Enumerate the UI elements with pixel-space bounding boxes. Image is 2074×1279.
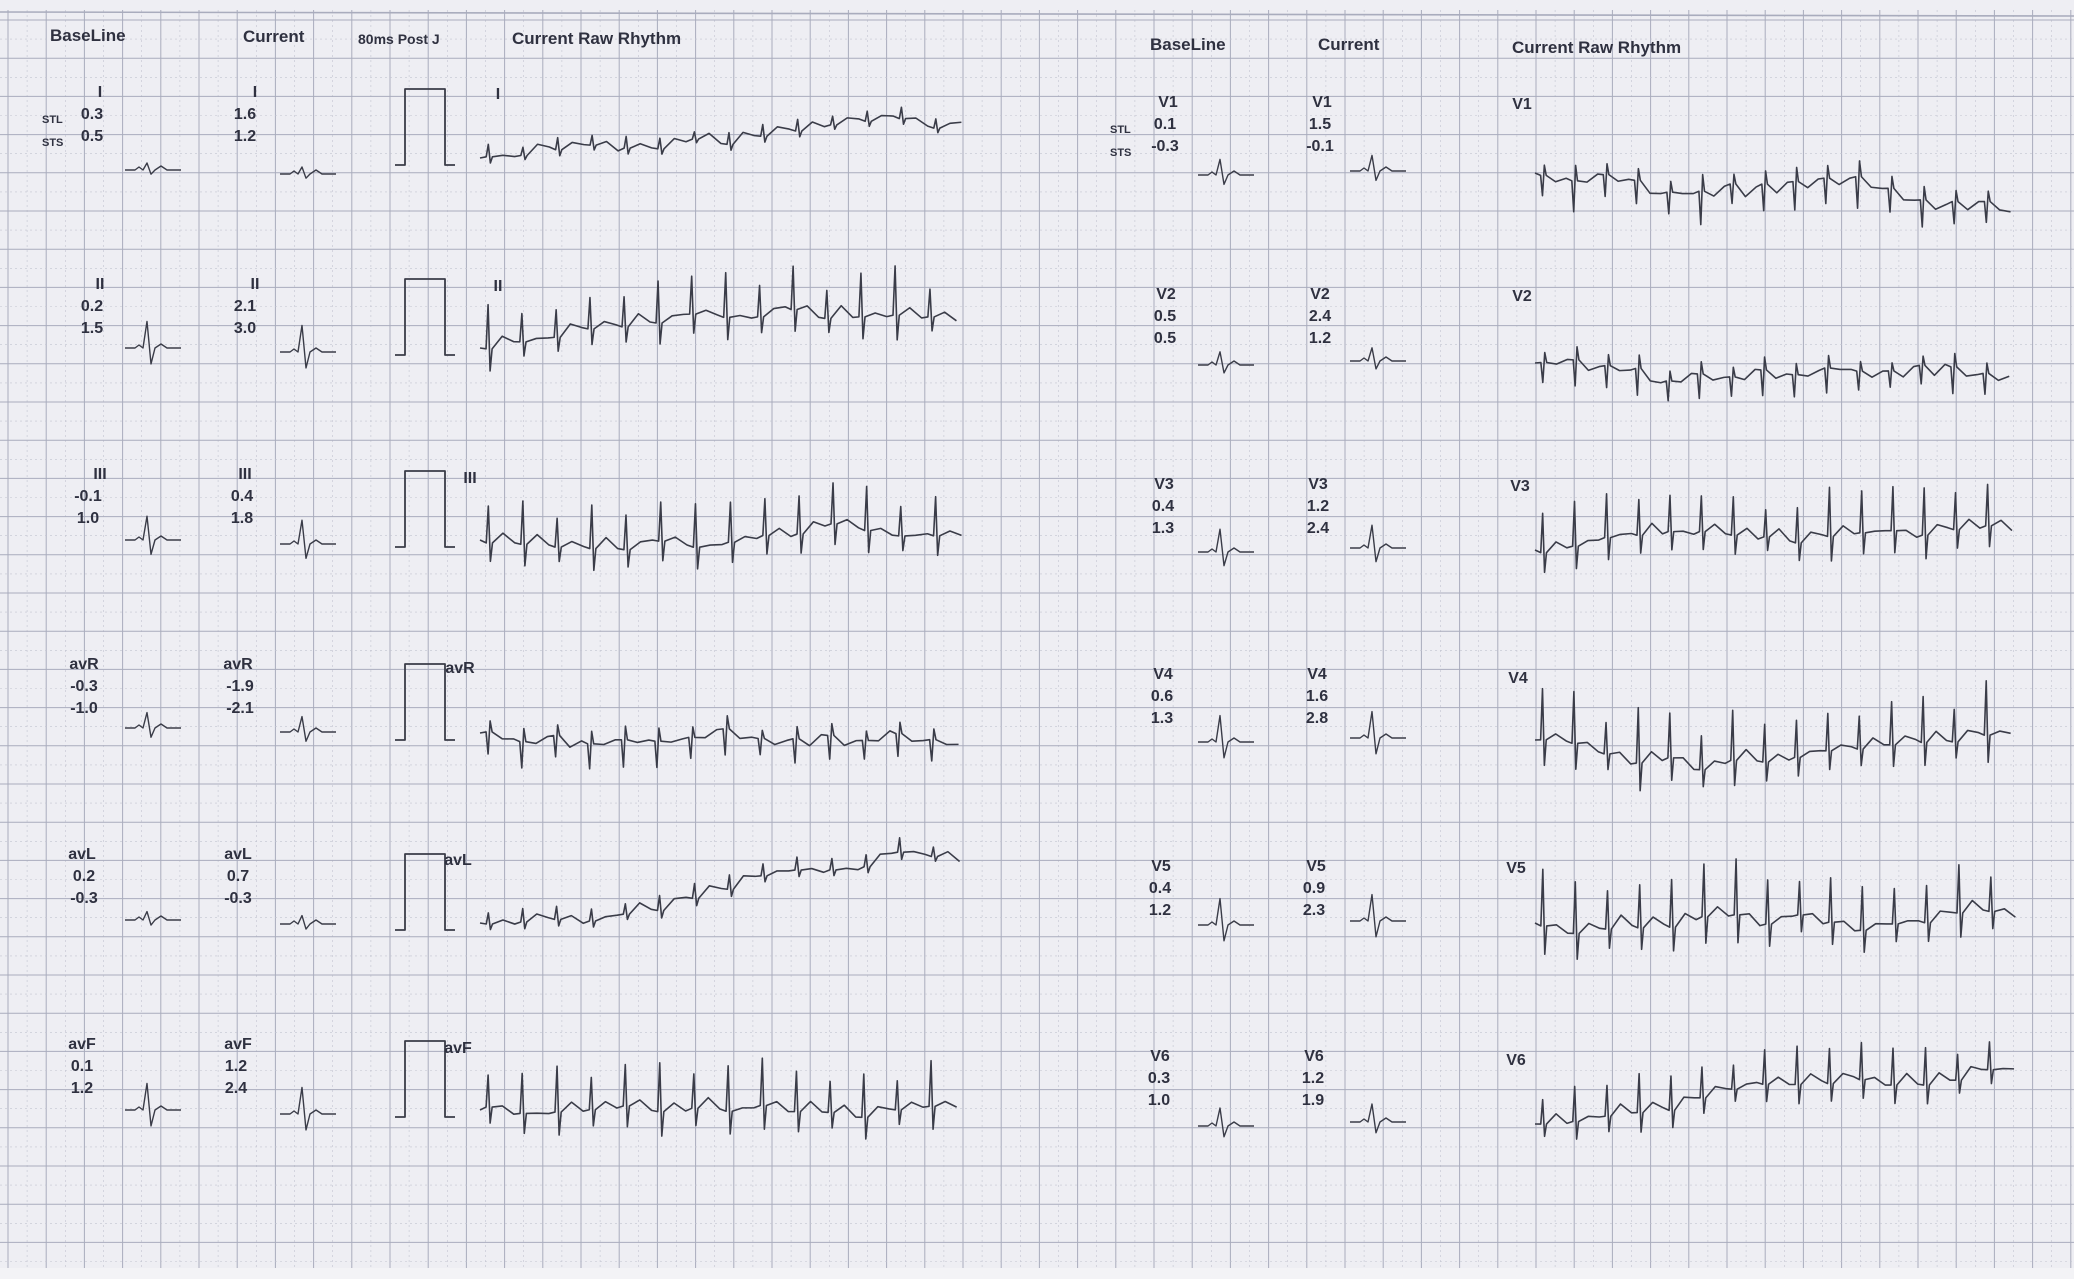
left-baseline-stl-value: 0.3 xyxy=(80,106,104,123)
right-rhythm-lead-label: V1 xyxy=(1512,96,1532,113)
left-baseline-stl-value: -0.3 xyxy=(70,678,98,695)
left-baseline-sts-value: 1.2 xyxy=(70,1080,94,1097)
right-baseline-lead-label: V6 xyxy=(1150,1048,1170,1065)
left-baseline-sts-value: -1.0 xyxy=(70,700,98,717)
right-rhythm-lead-label: V3 xyxy=(1510,478,1530,495)
right-baseline-stl-value: 0.6 xyxy=(1150,688,1174,705)
left-current-lead-label: avR xyxy=(223,656,253,673)
left-baseline-sts-value: -0.3 xyxy=(70,890,98,907)
left-current-sts-value: -2.1 xyxy=(226,700,254,717)
right-current-lead-label: V1 xyxy=(1312,94,1332,111)
left-baseline-sts-value: 1.0 xyxy=(76,510,100,527)
left-baseline-lead-label: avR xyxy=(69,656,99,673)
right-baseline-stl-value: 0.4 xyxy=(1148,880,1172,897)
left-rhythm-lead-label: avL xyxy=(444,852,472,869)
left-current-lead-label: III xyxy=(238,466,252,483)
right-current-stl-value: 1.2 xyxy=(1301,1070,1325,1087)
right-sts-tag: STS xyxy=(1110,147,1132,159)
left-current-sts-value: 1.2 xyxy=(233,128,257,145)
left-baseline-stl-value: 0.2 xyxy=(80,298,104,315)
left-rhythm-lead-label: II xyxy=(493,278,503,295)
right-current-sts-value: 2.3 xyxy=(1302,902,1326,919)
left-rhythm-lead-label: III xyxy=(463,470,477,487)
left-stl-tag: STL xyxy=(42,114,63,126)
right-baseline-sts-value: -0.3 xyxy=(1151,138,1179,155)
left-baseline-sts-value: 1.5 xyxy=(80,320,104,337)
right-current-lead-label: V3 xyxy=(1308,476,1328,493)
right-current-stl-value: 0.9 xyxy=(1302,880,1326,897)
right-current-lead-label: V5 xyxy=(1306,858,1326,875)
right-current-lead-label: V6 xyxy=(1304,1048,1324,1065)
left-baseline-lead-label: II xyxy=(95,276,105,293)
right-current-stl-value: 2.4 xyxy=(1308,308,1332,325)
right-baseline-sts-value: 1.3 xyxy=(1151,520,1175,537)
left-baseline-stl-value: 0.2 xyxy=(72,868,96,885)
right-rhythm-lead-label: V5 xyxy=(1506,860,1526,877)
left-current-lead-label: II xyxy=(250,276,260,293)
right-rhythm-lead-label: V4 xyxy=(1508,670,1528,687)
right-rhythm-lead-label: V2 xyxy=(1512,288,1532,305)
left-current-stl-value: 1.6 xyxy=(233,106,257,123)
right-current-lead-label: V2 xyxy=(1310,286,1330,303)
left-current-stl-value: -1.9 xyxy=(226,678,254,695)
right-baseline-sts-value: 1.2 xyxy=(1148,902,1172,919)
left-current-lead-label: avF xyxy=(224,1036,252,1053)
right-current-sts-value: 1.2 xyxy=(1308,330,1332,347)
left-current-stl-value: 0.4 xyxy=(230,488,254,505)
header-left-current: Current xyxy=(243,27,305,46)
left-current-stl-value: 0.7 xyxy=(226,868,250,885)
left-current-stl-value: 1.2 xyxy=(224,1058,248,1075)
left-baseline-lead-label: avF xyxy=(68,1036,96,1053)
left-baseline-stl-value: -0.1 xyxy=(74,488,102,505)
right-baseline-stl-value: 0.3 xyxy=(1147,1070,1171,1087)
left-current-lead-label: avL xyxy=(224,846,252,863)
right-current-stl-value: 1.5 xyxy=(1308,116,1332,133)
right-current-lead-label: V4 xyxy=(1307,666,1327,683)
left-current-sts-value: 1.8 xyxy=(230,510,254,527)
left-baseline-lead-label: III xyxy=(93,466,107,483)
ecg-grid xyxy=(0,10,2074,1268)
right-baseline-stl-value: 0.5 xyxy=(1153,308,1177,325)
right-current-stl-value: 1.2 xyxy=(1306,498,1330,515)
header-left-raw-rhythm: Current Raw Rhythm xyxy=(512,29,682,48)
right-baseline-sts-value: 1.0 xyxy=(1147,1092,1171,1109)
header-right-current: Current xyxy=(1318,35,1380,54)
left-baseline-lead-label: I xyxy=(97,84,103,101)
left-baseline-sts-value: 0.5 xyxy=(80,128,104,145)
header-left-post-j: 80ms Post J xyxy=(358,31,440,47)
left-current-stl-value: 2.1 xyxy=(233,298,257,315)
right-baseline-sts-value: 1.3 xyxy=(1150,710,1174,727)
right-rhythm-lead-label: V6 xyxy=(1506,1052,1526,1069)
left-rhythm-lead-label: avF xyxy=(444,1040,472,1057)
right-baseline-lead-label: V2 xyxy=(1156,286,1176,303)
left-current-sts-value: 3.0 xyxy=(233,320,257,337)
header-right-baseline: BaseLine xyxy=(1150,35,1226,54)
right-stl-tag: STL xyxy=(1110,124,1131,136)
paper-bottom-edge xyxy=(0,1268,2074,1279)
right-current-sts-value: 2.8 xyxy=(1305,710,1329,727)
left-current-lead-label: I xyxy=(252,84,258,101)
right-baseline-lead-label: V5 xyxy=(1151,858,1171,875)
right-baseline-stl-value: 0.1 xyxy=(1153,116,1177,133)
right-current-sts-value: 1.9 xyxy=(1301,1092,1325,1109)
left-baseline-lead-label: avL xyxy=(68,846,96,863)
header-right-raw-rhythm: Current Raw Rhythm xyxy=(1512,38,1682,57)
right-baseline-lead-label: V3 xyxy=(1154,476,1174,493)
left-baseline-stl-value: 0.1 xyxy=(70,1058,94,1075)
left-current-sts-value: -0.3 xyxy=(224,890,252,907)
left-rhythm-lead-label: I xyxy=(495,86,501,103)
ecg-traces xyxy=(125,88,2016,1140)
left-current-sts-value: 2.4 xyxy=(224,1080,248,1097)
left-sts-tag: STS xyxy=(42,137,64,149)
right-baseline-lead-label: V4 xyxy=(1153,666,1173,683)
right-baseline-lead-label: V1 xyxy=(1158,94,1178,111)
right-baseline-sts-value: 0.5 xyxy=(1153,330,1177,347)
header-left-baseline: BaseLine xyxy=(50,26,126,45)
right-current-sts-value: 2.4 xyxy=(1306,520,1330,537)
right-current-sts-value: -0.1 xyxy=(1306,138,1334,155)
left-rhythm-lead-label: avR xyxy=(445,660,475,677)
right-baseline-stl-value: 0.4 xyxy=(1151,498,1175,515)
right-current-stl-value: 1.6 xyxy=(1305,688,1329,705)
